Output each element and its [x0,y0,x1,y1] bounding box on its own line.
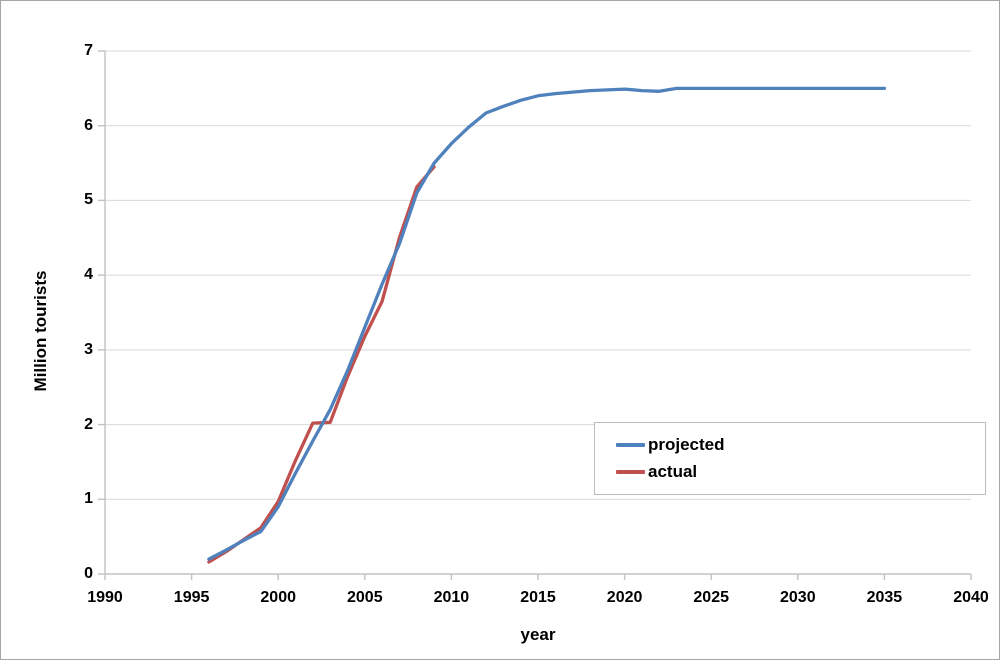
actual-line-swatch [616,470,645,474]
x-tick-label-2040: 2040 [953,589,989,606]
x-tick-label-2005: 2005 [347,589,383,606]
x-tick-label-1995: 1995 [173,589,210,606]
legend-item-projected: projected [616,433,985,457]
y-tick-label-3: 3 [84,340,93,358]
legend-label-actual: actual [648,462,698,481]
y-tick-label-2: 2 [84,415,93,433]
y-tick-label-1: 1 [84,490,93,508]
projected-line [207,86,887,561]
x-tick-label-2025: 2025 [693,589,729,606]
actual-line [207,165,436,564]
x-tick-label-2010: 2010 [433,589,470,606]
x-tick-label-1990: 1990 [87,589,123,606]
legend-item-actual: actual [616,460,985,484]
projected-line-swatch [616,443,645,447]
y-axis-title: Million tourists [31,270,50,392]
x-tick-label-2020: 2020 [606,589,643,606]
legend: projected actual [594,422,986,495]
legend-label-projected: projected [648,435,725,454]
y-tick-label-0: 0 [84,565,93,582]
y-tick-label-4: 4 [84,266,93,284]
x-tick-label-2000: 2000 [260,589,296,606]
x-tick-label-2030: 2030 [780,589,816,606]
y-tick-label-6: 6 [84,116,93,134]
x-tick-label-2015: 2015 [520,589,556,606]
y-tick-label-7: 7 [84,42,93,59]
x-axis-title: year [520,625,556,644]
y-tick-label-5: 5 [84,191,93,209]
x-tick-label-2035: 2035 [866,589,903,606]
